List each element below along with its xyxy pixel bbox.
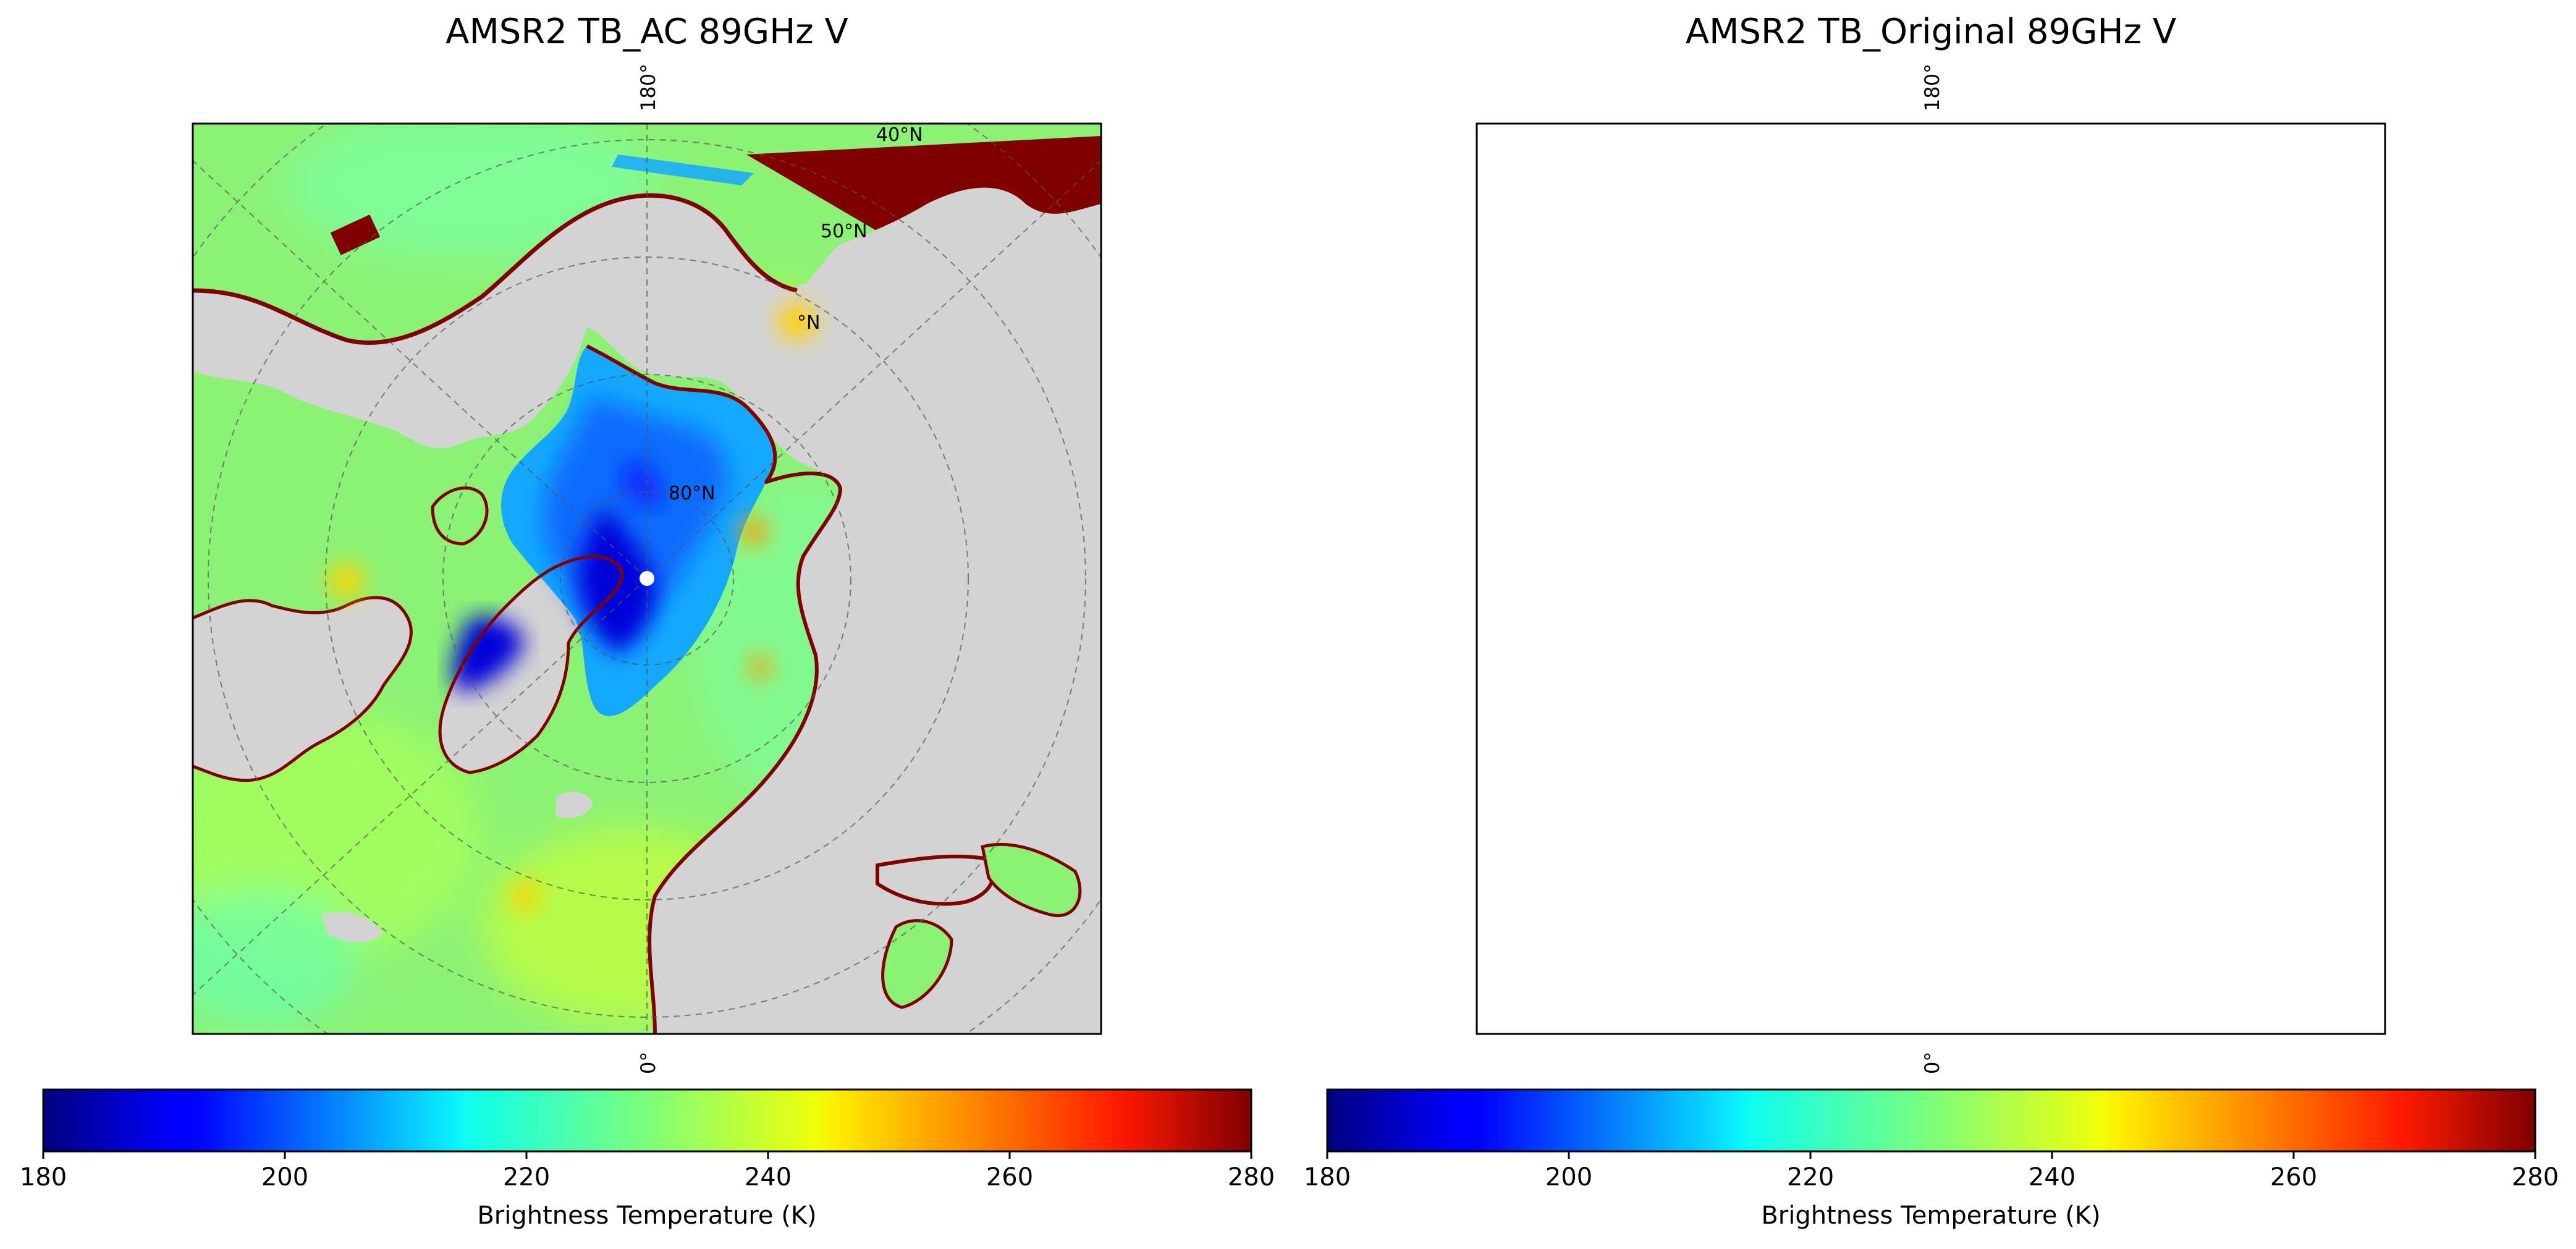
colorbar-tick-label: 200	[261, 1163, 308, 1192]
arctic-ice	[452, 346, 775, 716]
map-area: 40°N 50°N °N 80°N	[1375, 22, 2487, 1135]
colorbar-tick-label: 180	[20, 1163, 67, 1192]
meridian-label-bottom: 0°	[636, 1052, 660, 1074]
colorbar-tick-label: 200	[1545, 1163, 1592, 1192]
land-island	[981, 842, 1082, 917]
meridian-label-top: 180°	[636, 64, 660, 111]
colorbar-tick-label: 220	[503, 1163, 550, 1192]
coastlines	[193, 193, 995, 1034]
colorbar-tick-label: 260	[2270, 1163, 2317, 1192]
panel-ac: AMSR2 TB_AC 89GHz V 180°	[20, 12, 1275, 1230]
tb-patches	[1613, 303, 2100, 911]
blue-streak	[2260, 185, 2334, 266]
map-area: 40°N 50°N °N 80°N	[193, 124, 1101, 1034]
arctic-ice	[1736, 346, 2059, 716]
ocean-texture	[1445, 111, 2198, 1026]
meridian-label-top: 180°	[1920, 64, 1944, 111]
colorbar-label: Brightness Temperature (K)	[477, 1201, 816, 1230]
meridian-label-bottom: 0°	[1920, 1052, 1944, 1074]
panel-title: AMSR2 TB_AC 89GHz V	[446, 12, 848, 52]
lat-label-80: 80°N	[1953, 483, 2000, 504]
lat-label-80: 80°N	[669, 483, 716, 504]
land-island	[2167, 921, 2236, 1007]
land-island	[881, 919, 953, 1009]
colorbar-tick-label: 280	[2512, 1163, 2559, 1192]
colorbar-tick-label: 220	[1787, 1163, 1834, 1192]
land-island	[2266, 844, 2364, 915]
swath-artifact	[1519, 124, 2385, 173]
land-island	[321, 912, 383, 942]
colorbar-tick-label: 280	[1228, 1163, 1275, 1192]
land-island	[1605, 912, 1667, 942]
colorbar-tick-label: 240	[2029, 1163, 2076, 1192]
colorbar-label: Brightness Temperature (K)	[1761, 1201, 2100, 1230]
lat-label-40: 40°N	[876, 124, 923, 146]
colorbar-gradient	[1326, 1088, 2536, 1153]
swath-artifact	[1836, 773, 1959, 1034]
land-north-america	[1477, 598, 1695, 781]
swath-artifact	[330, 214, 381, 255]
land-eurasia-top	[193, 187, 1101, 1034]
land-island	[556, 792, 593, 818]
north-pole-marker	[1924, 571, 1938, 586]
land-greenland	[1724, 556, 1906, 773]
colorbar-tick-label: 260	[986, 1163, 1033, 1192]
land-north-america	[193, 722, 284, 774]
graticule	[1375, 22, 2487, 1135]
lat-label-60: °N	[2081, 312, 2104, 334]
lat-label-40: 40°N	[2160, 124, 2207, 146]
swath-artifact	[2248, 142, 2385, 272]
map-frame	[1476, 122, 2386, 1035]
swath-artifact	[1477, 711, 1717, 1034]
north-pole-marker	[640, 571, 654, 586]
land-island	[1840, 792, 1877, 818]
colorbar: 180 200 220 240 260 280 Brightness Temperatur…	[20, 1088, 1275, 1230]
lat-label-60: °N	[797, 312, 820, 334]
coastlines	[1477, 195, 2124, 1034]
lat-label-50: 50°N	[2105, 221, 2152, 242]
tb-patches	[329, 303, 816, 911]
land-eurasia-top	[1477, 188, 2385, 1034]
colorbar-tick-label: 180	[1304, 1163, 1351, 1192]
lat-label-50: 50°N	[821, 221, 868, 242]
panel-title: AMSR2 TB_Original 89GHz V	[1686, 12, 2176, 52]
graticule	[193, 124, 1101, 1034]
colorbar-tick-label: 240	[745, 1163, 792, 1192]
panel-original: AMSR2 TB_Original 89GHz V 180°	[1304, 12, 2559, 1230]
colorbar: 180 200 220 240 260 280 Brightness Temperatur…	[1304, 1088, 2559, 1230]
colorbar-gradient	[42, 1088, 1252, 1153]
ocean-field	[1477, 124, 2385, 1034]
map-frame	[192, 122, 1102, 1035]
